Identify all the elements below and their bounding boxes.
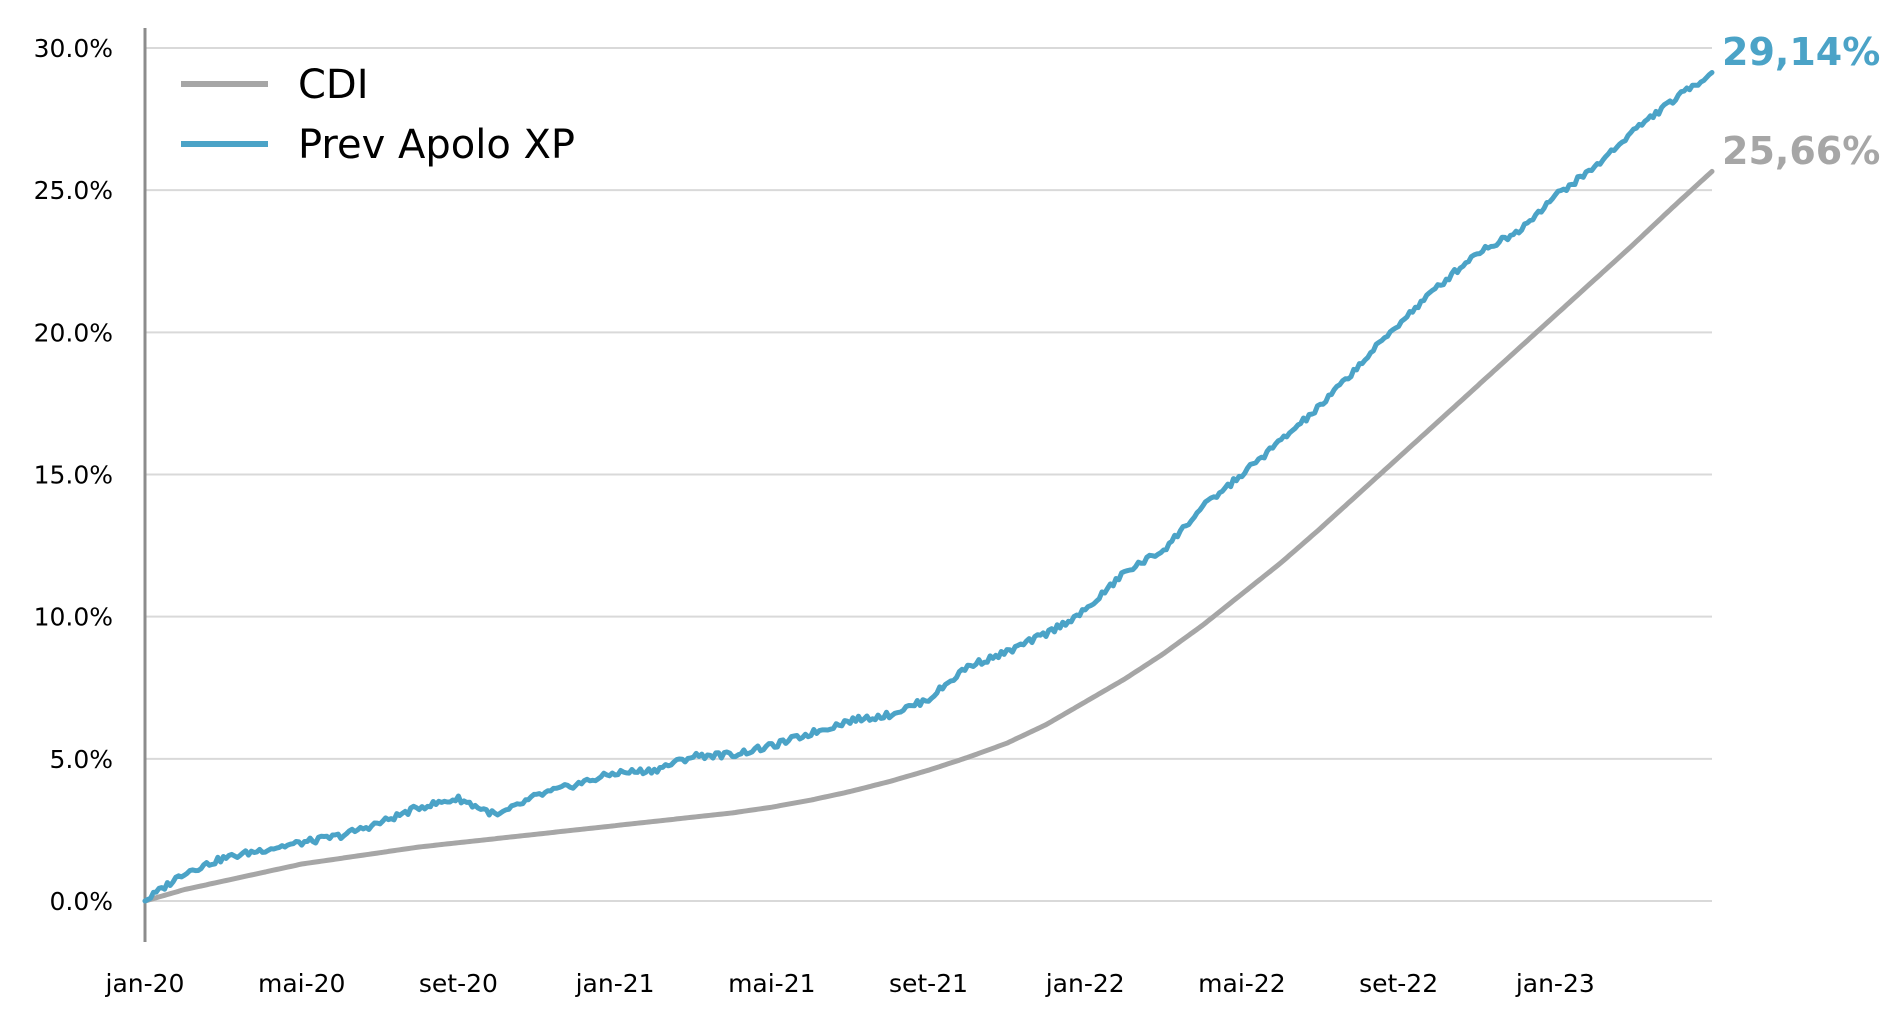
- x-tick-label: jan-20: [105, 969, 185, 998]
- series-line-cdi: [142, 168, 1715, 904]
- x-tick-label: mai-22: [1198, 969, 1285, 998]
- end-label-prev-apolo-xp: 29,14%: [1722, 30, 1880, 74]
- legend: CDI Prev Apolo XP: [181, 62, 575, 168]
- y-tick-label: 5.0%: [49, 745, 113, 774]
- x-tick-label: set-20: [419, 969, 498, 998]
- end-labels: 25,66% 29,14%: [1722, 30, 1880, 173]
- y-tick-label: 0.0%: [49, 887, 113, 916]
- x-tick-label: set-21: [889, 969, 968, 998]
- legend-label-prev-apolo-xp: Prev Apolo XP: [298, 122, 575, 168]
- y-tick-label: 25.0%: [34, 176, 113, 205]
- end-label-cdi: 25,66%: [1722, 129, 1880, 173]
- y-tick-label: 30.0%: [34, 34, 113, 63]
- grid-lines: [145, 47, 1712, 902]
- series-lines: [142, 70, 1715, 904]
- y-tick-label: 10.0%: [34, 603, 113, 632]
- series-line-prev-apolo-xp: [142, 70, 1715, 904]
- x-tick-label: set-22: [1359, 969, 1438, 998]
- x-tick-label: jan-21: [575, 969, 655, 998]
- x-tick-label: jan-22: [1045, 969, 1125, 998]
- x-tick-label: mai-20: [258, 969, 345, 998]
- axes: 0.0% 5.0% 10.0% 15.0% 20.0% 25.0% 30.0% jan-20 m…: [34, 28, 1595, 998]
- x-tick-label: jan-23: [1515, 969, 1595, 998]
- legend-label-cdi: CDI: [298, 62, 369, 108]
- x-tick-label: mai-21: [728, 969, 815, 998]
- y-tick-label: 15.0%: [34, 461, 113, 490]
- y-tick-label: 20.0%: [34, 318, 113, 347]
